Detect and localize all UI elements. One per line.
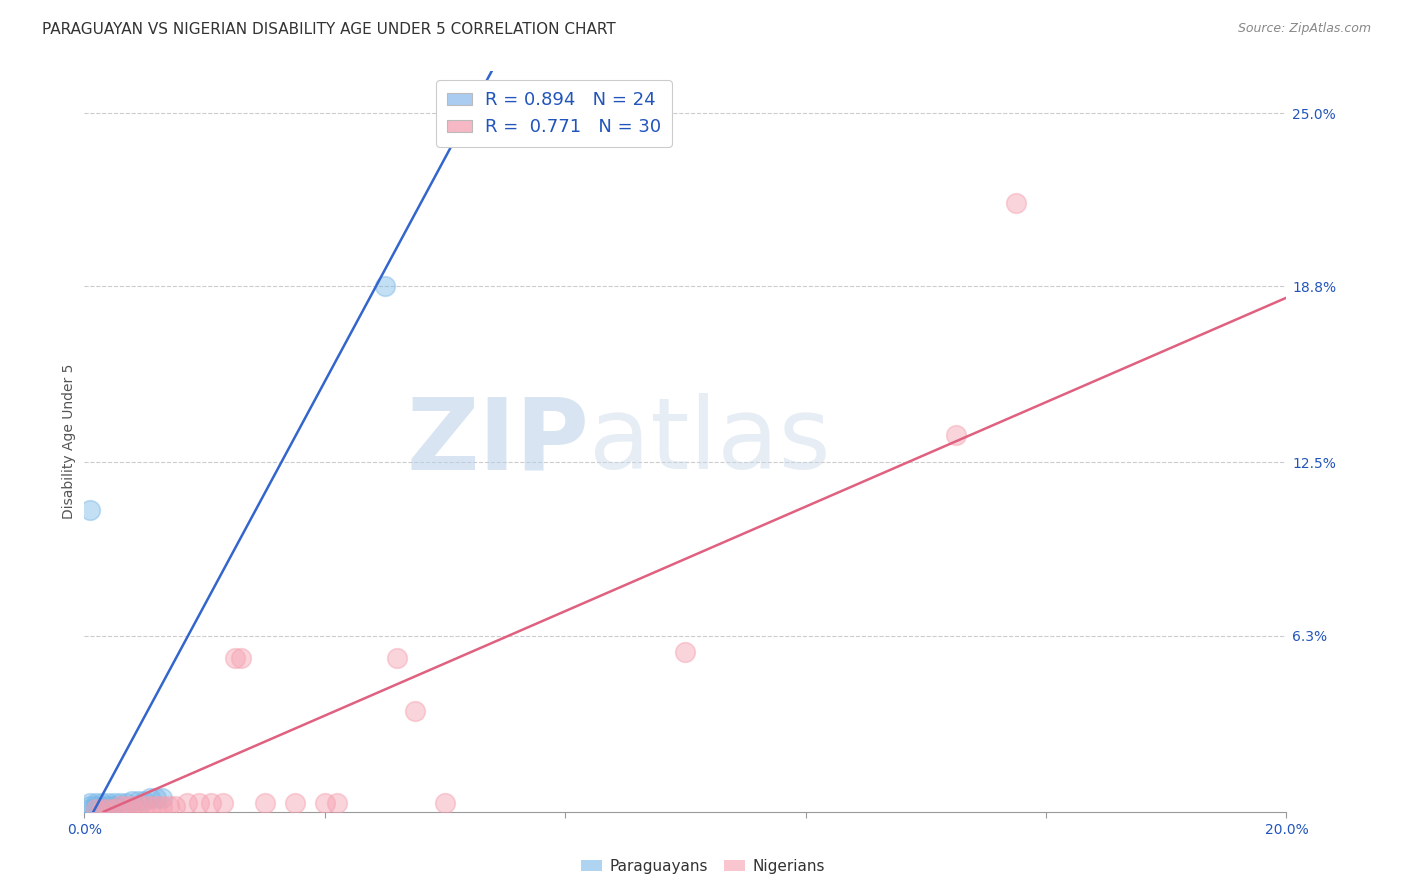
Point xyxy=(200,797,222,811)
Text: PARAGUAYAN VS NIGERIAN DISABILITY AGE UNDER 5 CORRELATION CHART: PARAGUAYAN VS NIGERIAN DISABILITY AGE UN… xyxy=(42,22,616,37)
Point xyxy=(110,799,132,814)
Point xyxy=(163,799,186,814)
Point xyxy=(284,797,307,811)
Legend: R = 0.894   N = 24, R =  0.771   N = 30: R = 0.894 N = 24, R = 0.771 N = 30 xyxy=(436,80,672,147)
Point xyxy=(86,799,108,814)
Point xyxy=(97,802,120,816)
Point xyxy=(79,797,101,811)
Text: Source: ZipAtlas.com: Source: ZipAtlas.com xyxy=(1237,22,1371,36)
Point xyxy=(326,797,349,811)
Point xyxy=(97,797,120,811)
Point xyxy=(79,503,101,517)
Point xyxy=(134,799,156,814)
Y-axis label: Disability Age Under 5: Disability Age Under 5 xyxy=(62,364,76,519)
Point xyxy=(86,802,108,816)
Point xyxy=(86,802,108,816)
Point xyxy=(139,799,162,814)
Point xyxy=(152,790,174,805)
Point xyxy=(134,793,156,807)
Point xyxy=(314,797,336,811)
Point xyxy=(121,799,143,814)
Point xyxy=(97,802,120,816)
Text: ZIP: ZIP xyxy=(406,393,589,490)
Point xyxy=(103,802,125,816)
Point xyxy=(253,797,276,811)
Point xyxy=(86,797,108,811)
Point xyxy=(91,802,114,816)
Point xyxy=(145,799,167,814)
Point xyxy=(103,797,125,811)
Point xyxy=(434,797,457,811)
Point xyxy=(385,651,408,665)
Point xyxy=(374,279,396,293)
Point xyxy=(152,799,174,814)
Legend: Paraguayans, Nigerians: Paraguayans, Nigerians xyxy=(575,853,831,880)
Point xyxy=(91,799,114,814)
Point xyxy=(127,793,149,807)
Point xyxy=(91,797,114,811)
Point xyxy=(97,799,120,814)
Point xyxy=(675,645,697,659)
Point xyxy=(176,797,198,811)
Point xyxy=(110,797,132,811)
Point xyxy=(1005,195,1028,210)
Point xyxy=(157,799,180,814)
Point xyxy=(79,802,101,816)
Text: atlas: atlas xyxy=(589,393,831,490)
Point xyxy=(79,799,101,814)
Point xyxy=(115,799,138,814)
Point xyxy=(187,797,209,811)
Point xyxy=(121,793,143,807)
Point xyxy=(139,790,162,805)
Point xyxy=(145,790,167,805)
Point xyxy=(945,427,967,442)
Point xyxy=(91,802,114,816)
Point xyxy=(115,797,138,811)
Point xyxy=(127,799,149,814)
Point xyxy=(224,651,246,665)
Point xyxy=(103,799,125,814)
Point xyxy=(404,704,426,718)
Point xyxy=(229,651,252,665)
Point xyxy=(211,797,233,811)
